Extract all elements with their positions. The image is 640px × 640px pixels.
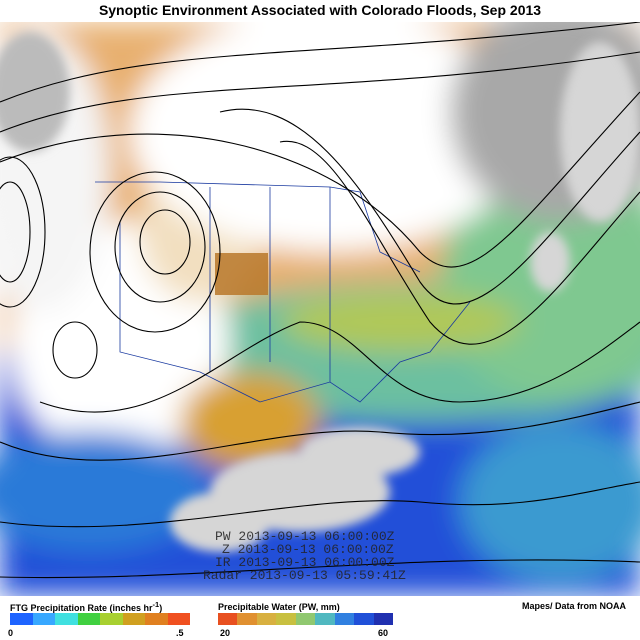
precip-colorbar: [10, 613, 190, 625]
legend-min: 20: [220, 628, 231, 638]
timestamps: PW 2013-09-13 06:00:00Z Z 2013-09-13 06:…: [203, 529, 406, 583]
pw-colorbar: [218, 613, 393, 625]
legend-superscript: -1: [152, 600, 160, 609]
credit: Mapes/ Data from NOAA: [522, 601, 627, 611]
timestamp: Radar 2013-09-13 05:59:41Z: [203, 568, 406, 583]
map: PW 2013-09-13 06:00:00Z Z 2013-09-13 06:…: [0, 22, 640, 596]
legend-title: Precipitable Water (PW, mm): [218, 602, 340, 612]
legend-min: 0: [8, 628, 14, 638]
legend-max: 60: [378, 628, 389, 638]
timestamp: IR 2013-09-13 06:00:00Z: [215, 555, 395, 570]
height-contours: [0, 22, 640, 579]
timestamp: Z 2013-09-13 06:00:00Z: [222, 542, 394, 557]
borders: [95, 181, 471, 403]
legend-title-text: FTG Precipitation Rate (inches hr: [10, 603, 153, 613]
clouds: [0, 32, 640, 552]
timestamp: PW 2013-09-13 06:00:00Z: [215, 529, 395, 544]
legend-title-end: ): [159, 603, 163, 613]
map-title: Synoptic Environment Associated with Col…: [98, 2, 542, 18]
legend-title: FTG Precipitation Rate (inches hr-1): [10, 600, 162, 613]
pw-field: [0, 22, 640, 596]
colorado-box: [215, 253, 268, 295]
legend-max: .5: [176, 628, 184, 638]
